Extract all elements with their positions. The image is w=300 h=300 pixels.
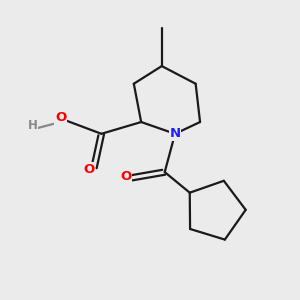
Text: O: O	[120, 170, 131, 183]
Text: O: O	[83, 163, 94, 176]
Text: N: N	[169, 127, 181, 140]
Text: O: O	[55, 111, 66, 124]
Text: H: H	[28, 119, 38, 132]
